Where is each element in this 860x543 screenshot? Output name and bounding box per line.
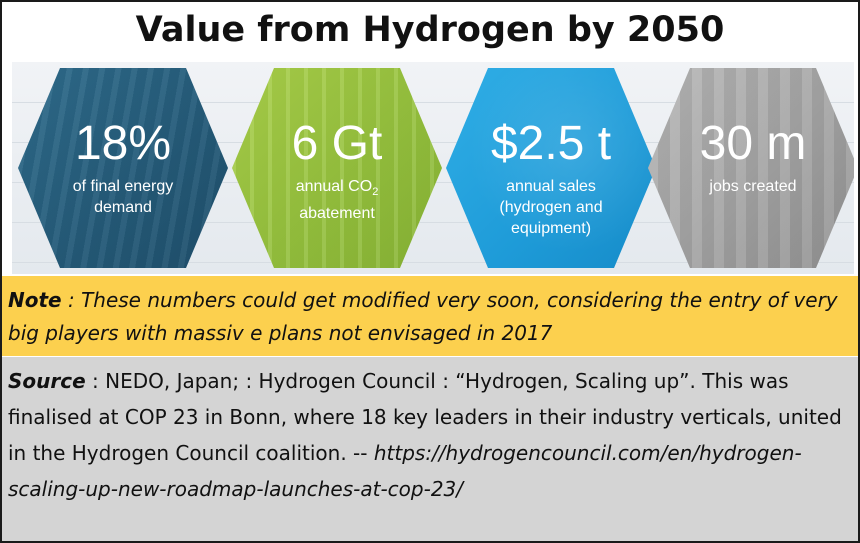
stat-value: 18%	[74, 117, 172, 170]
note-box: Note : These numbers could get modified …	[2, 276, 858, 356]
stat-label: of final energy demand	[72, 178, 174, 216]
hexagon-co2-abatement: 6 Gt annual CO2 abatement	[232, 68, 442, 268]
stat-label: annual CO2 abatement	[295, 178, 379, 223]
source-box: Source : NEDO, Japan; : Hydrogen Council…	[2, 357, 858, 541]
infographic-title: Value from Hydrogen by 2050	[135, 10, 725, 50]
stat-value: 6 Gt	[291, 117, 383, 170]
hexagon-jobs-created: 30 m jobs created	[648, 68, 854, 268]
stat-label: jobs created	[709, 178, 797, 195]
stats-banner: 18% of final energy demand 6 Gt annual C…	[12, 62, 854, 274]
note-label: Note	[8, 288, 62, 312]
stat-value: 30 m	[699, 117, 807, 170]
source-text: : NEDO, Japan; : Hydrogen Council : “Hyd…	[8, 369, 842, 465]
source-label: Source	[8, 369, 86, 393]
stat-label: annual sales (hydrogen and equipment)	[499, 178, 603, 237]
hexagon-final-energy-demand: 18% of final energy demand	[18, 68, 228, 268]
note-text: : These numbers could get modified very …	[8, 288, 838, 345]
source-url: https://hydrogencouncil.com/en/hydrogen-…	[8, 441, 802, 501]
stat-value: $2.5 t	[490, 117, 612, 170]
hexagon-annual-sales: $2.5 t annual sales (hydrogen and equipm…	[446, 68, 656, 268]
